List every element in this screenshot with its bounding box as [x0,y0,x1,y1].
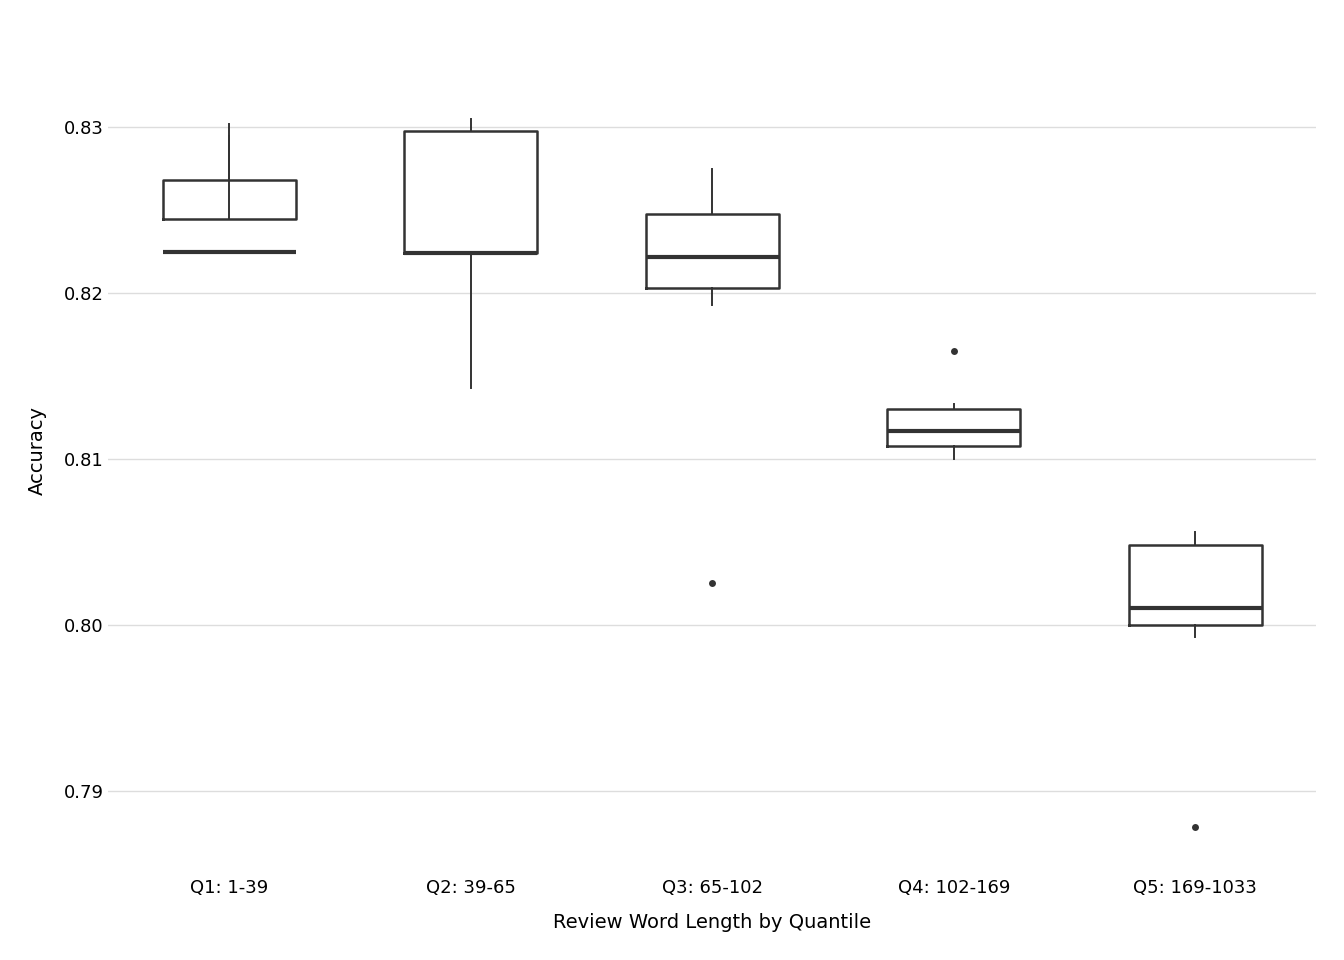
X-axis label: Review Word Length by Quantile: Review Word Length by Quantile [554,913,871,932]
Y-axis label: Accuracy: Accuracy [28,406,47,495]
